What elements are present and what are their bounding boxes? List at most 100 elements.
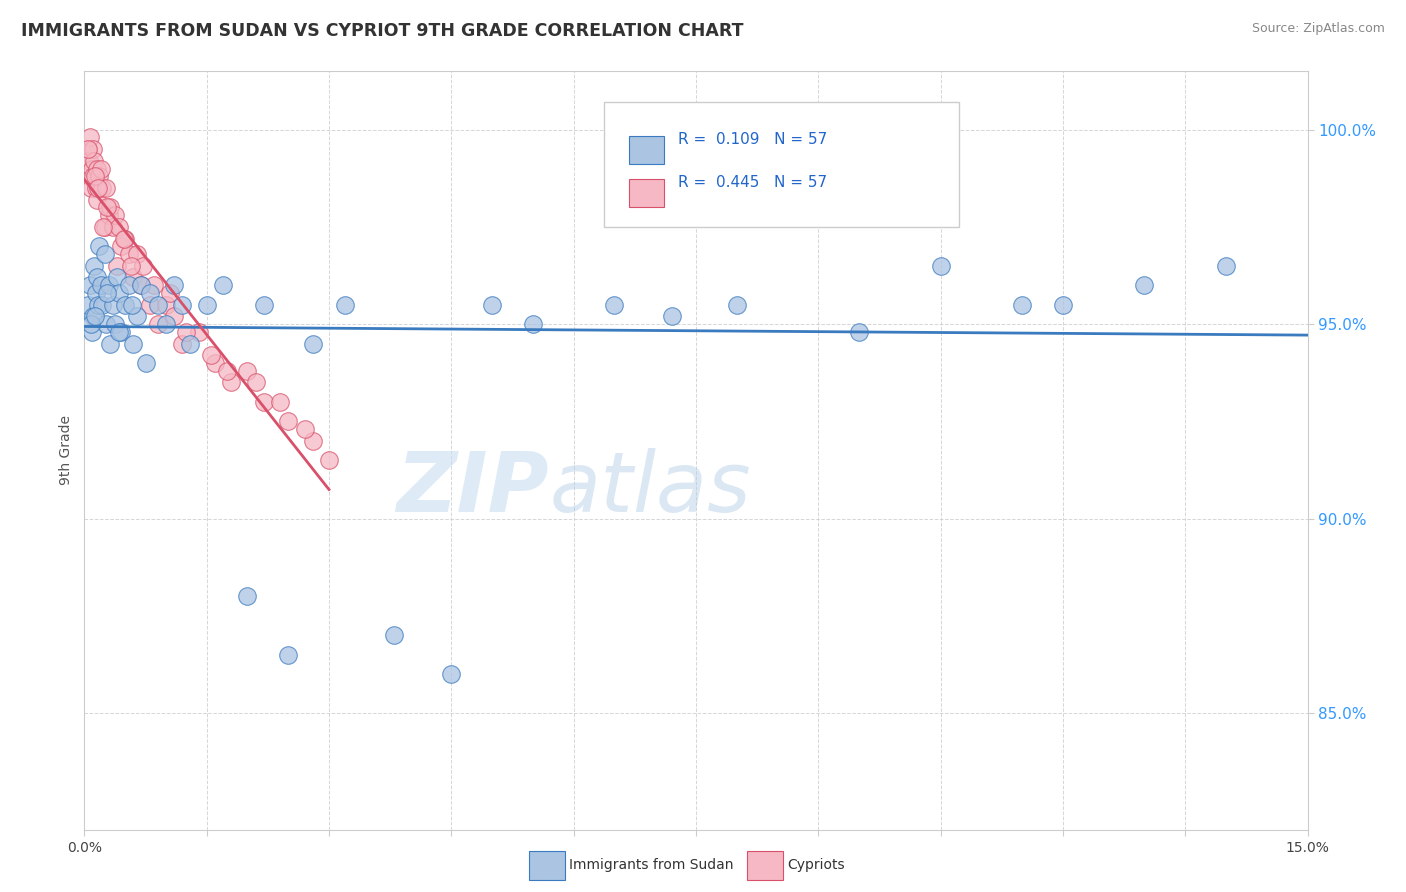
Point (440, 667, 463, 681)
Point (96, 201, 118, 215)
Point (114, 298, 136, 312)
Point (294, 422, 316, 436)
Point (146, 298, 169, 312)
Point (100, 201, 122, 215)
Point (77, 153, 100, 168)
Point (84, 169, 107, 184)
Point (163, 278, 186, 293)
Text: ZIP: ZIP (396, 448, 550, 529)
Point (79, 278, 101, 293)
Point (110, 239, 132, 253)
Point (236, 364, 259, 378)
Point (204, 356, 226, 370)
Point (277, 414, 299, 428)
Text: R =  0.109   N = 57: R = 0.109 N = 57 (678, 132, 827, 147)
Point (91, 298, 114, 312)
Point (101, 298, 124, 312)
Point (172, 298, 194, 312)
Point (301, 434, 323, 448)
Point (120, 259, 142, 273)
Text: Cypriots: Cypriots (787, 858, 845, 872)
Point (107, 325, 129, 339)
Point (84, 181, 107, 195)
Text: atlas: atlas (550, 448, 751, 529)
Point (110, 325, 132, 339)
Point (195, 298, 218, 312)
Point (86, 161, 108, 176)
Point (96, 181, 118, 195)
Point (105, 259, 128, 273)
Point (253, 395, 276, 409)
Point (135, 356, 157, 370)
Point (382, 628, 405, 642)
Point (142, 278, 165, 293)
Point (131, 278, 153, 293)
Point (82, 169, 104, 184)
Point (82, 142, 104, 156)
Point (1052, 298, 1074, 312)
Point (245, 376, 267, 390)
Point (84, 285, 107, 300)
Point (603, 298, 626, 312)
Point (96, 285, 118, 300)
Point (87, 181, 110, 195)
Point (212, 278, 235, 293)
Point (522, 317, 544, 331)
Point (138, 285, 160, 300)
Point (96, 317, 118, 331)
Point (1215, 259, 1237, 273)
Point (122, 270, 145, 285)
Point (163, 310, 186, 324)
Point (236, 589, 259, 603)
Point (105, 270, 128, 285)
Point (76, 142, 98, 156)
Point (200, 348, 222, 362)
Point (335, 298, 357, 312)
Point (91, 219, 114, 234)
Point (253, 298, 276, 312)
Point (93, 219, 115, 234)
Point (138, 298, 160, 312)
Point (1133, 278, 1156, 293)
FancyBboxPatch shape (605, 102, 959, 227)
FancyBboxPatch shape (628, 179, 664, 207)
Point (848, 325, 870, 339)
Point (80, 317, 103, 331)
Point (87, 239, 110, 253)
Point (159, 285, 181, 300)
Point (84, 310, 107, 324)
Point (114, 231, 136, 245)
Point (97, 278, 120, 293)
Point (90, 278, 112, 293)
Point (80, 325, 103, 339)
Point (179, 336, 201, 351)
Point (155, 317, 177, 331)
Point (91, 181, 114, 195)
Point (725, 298, 748, 312)
Point (481, 298, 503, 312)
Point (217, 364, 239, 378)
Point (101, 219, 124, 234)
Point (118, 278, 141, 293)
Point (122, 336, 145, 351)
Point (93, 247, 115, 261)
Point (112, 231, 135, 245)
Point (80, 181, 103, 195)
Text: IMMIGRANTS FROM SUDAN VS CYPRIOT 9TH GRADE CORRELATION CHART: IMMIGRANTS FROM SUDAN VS CYPRIOT 9TH GRA… (21, 22, 744, 40)
Point (132, 259, 155, 273)
Point (127, 310, 149, 324)
Point (929, 259, 952, 273)
Point (301, 336, 323, 351)
Point (318, 453, 340, 467)
Point (87, 169, 110, 184)
Point (104, 208, 127, 222)
Point (90, 161, 112, 176)
Point (146, 317, 169, 331)
Point (127, 247, 149, 261)
Point (121, 298, 143, 312)
Point (79, 130, 101, 145)
Point (277, 648, 299, 662)
Text: 0.0%: 0.0% (67, 841, 101, 855)
Point (77, 298, 100, 312)
Point (108, 285, 131, 300)
